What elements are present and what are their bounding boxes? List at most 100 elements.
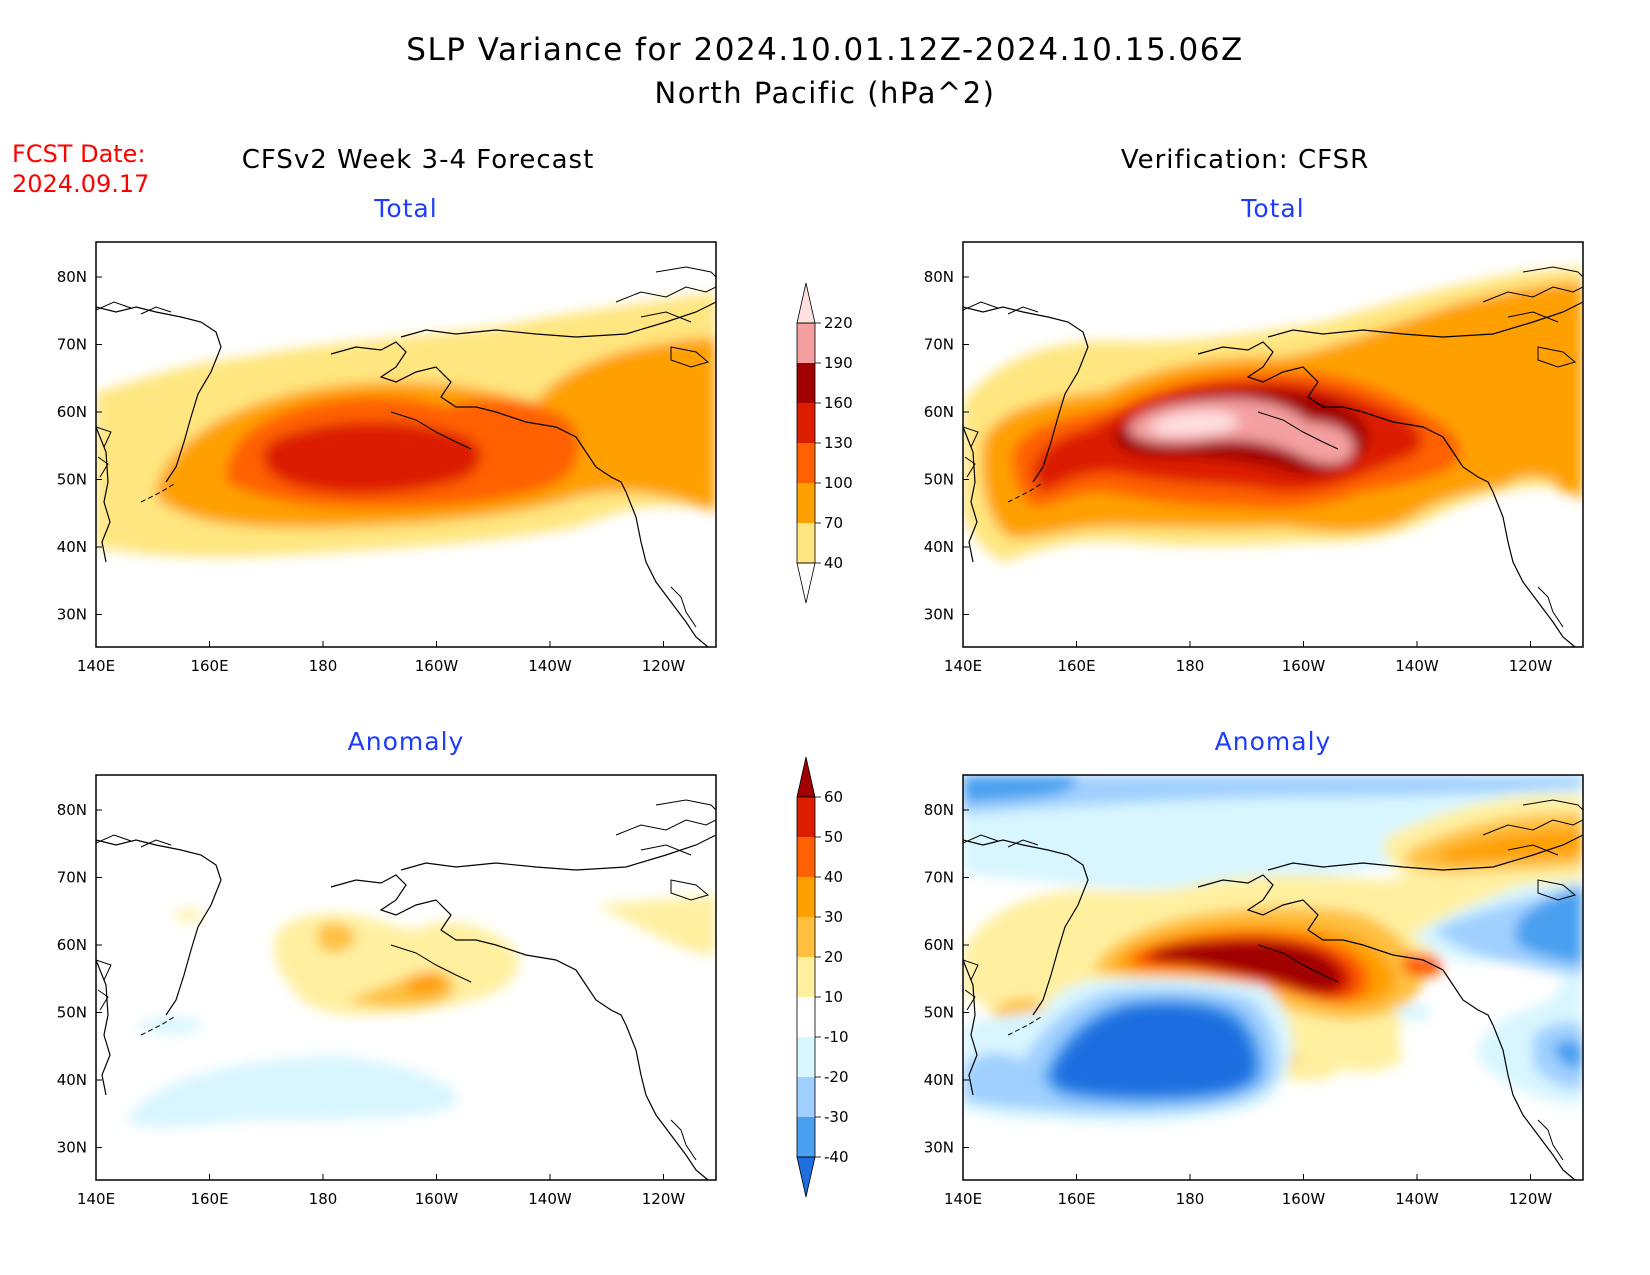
contour-region bbox=[666, 382, 716, 417]
forecast-anomaly-panel: Anomaly 140E 160E 180 160W 140W 120W 80N 70N 60N 5… bbox=[57, 727, 717, 1208]
colorbar-level-label: 10 bbox=[824, 988, 843, 1006]
colorbar-level-label: 50 bbox=[824, 828, 843, 846]
lon-tick-label: 140W bbox=[1395, 1190, 1439, 1208]
colorbar-level-label: 130 bbox=[824, 434, 853, 452]
colorbar-swatch bbox=[797, 483, 815, 523]
colorbar-swatch bbox=[797, 957, 815, 997]
lat-tick-label: 30N bbox=[57, 1139, 87, 1157]
colorbar-swatch bbox=[797, 323, 815, 363]
colorbar-level-label: -10 bbox=[824, 1028, 849, 1046]
colorbar-swatch bbox=[796, 282, 816, 324]
lon-tick-label: 160W bbox=[415, 657, 459, 675]
lat-tick-label: 50N bbox=[924, 1004, 954, 1022]
lat-tick-label: 70N bbox=[924, 869, 954, 887]
figure-title: SLP Variance for 2024.10.01.12Z-2024.10.… bbox=[406, 32, 1243, 68]
colorbar-swatch bbox=[797, 363, 815, 403]
lat-tick-label: 80N bbox=[57, 268, 87, 286]
lat-tick-label: 70N bbox=[57, 869, 87, 887]
lat-tick-label: 60N bbox=[57, 403, 87, 421]
colorbar-swatch bbox=[797, 1117, 815, 1157]
map-frame bbox=[962, 774, 1584, 1181]
lat-tick-label: 30N bbox=[924, 1139, 954, 1157]
lat-tick-label: 80N bbox=[924, 268, 954, 286]
colorbar-level-label: 40 bbox=[824, 554, 843, 572]
contour-region bbox=[963, 775, 1583, 815]
lon-tick-label: 160W bbox=[1282, 1190, 1326, 1208]
colorbar-swatch bbox=[797, 877, 815, 917]
lon-tick-label: 120W bbox=[1509, 657, 1553, 675]
colorbar-level-label: 60 bbox=[824, 788, 843, 806]
contour-region bbox=[263, 421, 481, 494]
contour-region bbox=[1553, 1040, 1583, 1070]
lon-tick-label: 140W bbox=[528, 1190, 572, 1208]
lat-tick-label: 80N bbox=[924, 801, 954, 819]
lon-tick-label: 160E bbox=[190, 1190, 228, 1208]
lat-tick-label: 80N bbox=[57, 801, 87, 819]
colorbar-level-label: -40 bbox=[824, 1148, 849, 1166]
colorbar-level-label: 220 bbox=[824, 314, 853, 332]
lon-tick-label: 120W bbox=[642, 1190, 686, 1208]
lat-tick-label: 50N bbox=[924, 471, 954, 489]
colorbar-level-label: 30 bbox=[824, 908, 843, 926]
lat-tick-label: 40N bbox=[57, 538, 87, 556]
lat-tick-label: 60N bbox=[924, 936, 954, 954]
forecast-column-title: CFSv2 Week 3-4 Forecast bbox=[242, 145, 595, 175]
colorbar-level-label: 40 bbox=[824, 868, 843, 886]
lat-tick-label: 40N bbox=[924, 538, 954, 556]
map-fill bbox=[96, 775, 716, 1180]
lat-tick-label: 60N bbox=[924, 403, 954, 421]
figure-subtitle: North Pacific (hPa^2) bbox=[655, 76, 996, 110]
colorbar-swatch bbox=[796, 1156, 816, 1198]
lon-tick-label: 140W bbox=[1395, 657, 1439, 675]
lon-tick-label: 140E bbox=[944, 1190, 982, 1208]
lat-tick-label: 30N bbox=[57, 606, 87, 624]
colorbar-swatch bbox=[797, 1037, 815, 1077]
colorbar-level-label: -20 bbox=[824, 1068, 849, 1086]
colorbar-swatch bbox=[797, 837, 815, 877]
map-frame bbox=[95, 241, 717, 648]
lon-tick-label: 140W bbox=[528, 657, 572, 675]
contour-region bbox=[1553, 437, 1583, 492]
panel-subtitle: Total bbox=[1240, 194, 1304, 223]
panel-subtitle: Anomaly bbox=[348, 727, 465, 756]
lon-tick-label: 180 bbox=[1176, 1190, 1205, 1208]
contour-region bbox=[963, 775, 1077, 803]
contour-region bbox=[1052, 1005, 1254, 1096]
map-fill bbox=[963, 775, 1583, 1180]
lon-tick-label: 160E bbox=[1057, 1190, 1095, 1208]
contour-region bbox=[1515, 885, 1583, 965]
colorbar-swatch bbox=[797, 1077, 815, 1117]
colorbar-level-label: -30 bbox=[824, 1108, 849, 1126]
contour-region bbox=[316, 923, 356, 952]
colorbar-level-label: 100 bbox=[824, 474, 853, 492]
contour-region bbox=[136, 1017, 206, 1034]
map-frame bbox=[962, 241, 1584, 648]
lat-tick-label: 50N bbox=[57, 471, 87, 489]
contour-region bbox=[1393, 1003, 1433, 1021]
colorbar-swatch bbox=[796, 756, 816, 798]
contour-region bbox=[1148, 411, 1238, 436]
lat-tick-label: 50N bbox=[57, 1004, 87, 1022]
lat-tick-label: 40N bbox=[924, 1071, 954, 1089]
panel-subtitle: Anomaly bbox=[1215, 727, 1332, 756]
lon-tick-label: 140E bbox=[944, 657, 982, 675]
colorbar-level-label: 20 bbox=[824, 948, 843, 966]
colorbar-swatch bbox=[797, 997, 815, 1037]
lon-tick-label: 180 bbox=[309, 1190, 338, 1208]
verification-column-title: Verification: CFSR bbox=[1121, 145, 1369, 175]
lat-tick-label: 60N bbox=[57, 936, 87, 954]
verification-anomaly-panel: Anomaly 140E 160E 180 160W 140W 120W 80N 70N 60N 5… bbox=[924, 727, 1584, 1208]
verification-total-panel: Total 140E 160E 180 160W 140W 120W 80N 70N 60N 50N… bbox=[924, 194, 1584, 675]
lon-tick-label: 140E bbox=[77, 1190, 115, 1208]
map-frame bbox=[95, 774, 717, 1181]
contour-region bbox=[1433, 830, 1583, 863]
colorbar-level-label: 160 bbox=[824, 394, 853, 412]
contour-region bbox=[406, 972, 446, 995]
total-colorbar: 40 70 100 130 160 190 220 bbox=[796, 282, 853, 604]
anomaly-colorbar: 60 50 40 30 20 10 -10 -20 -30 -40 bbox=[796, 756, 849, 1198]
lon-tick-label: 160E bbox=[190, 657, 228, 675]
colorbar-level-label: 190 bbox=[824, 354, 853, 372]
map-fill bbox=[963, 242, 1583, 647]
colorbar-swatch bbox=[797, 403, 815, 443]
